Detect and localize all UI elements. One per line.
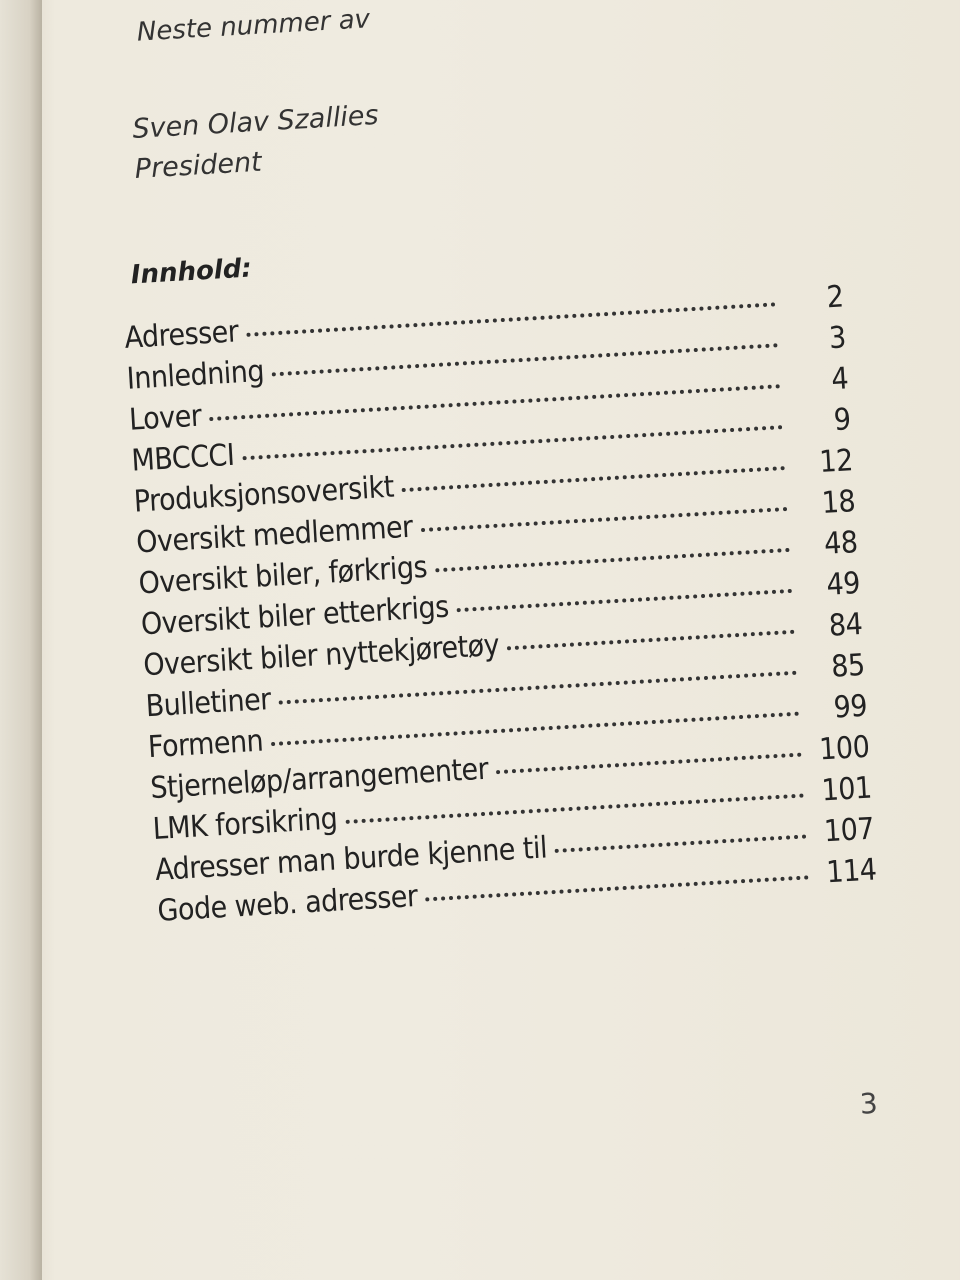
- entry-page: 107: [823, 811, 876, 850]
- dot-leader: [496, 752, 802, 775]
- entry-page: 9: [832, 402, 852, 439]
- entry-title: MBCCCI: [130, 437, 236, 479]
- adjacent-page: [0, 0, 42, 1280]
- dot-leader: [435, 547, 790, 573]
- entry-page: 85: [830, 647, 866, 685]
- entry-page: 100: [818, 729, 871, 768]
- entry-page: 12: [818, 443, 854, 481]
- entry-page: 2: [825, 279, 845, 316]
- booklet-page: Neste nummer av Sven Olav Szallies Presi…: [95, 0, 960, 1278]
- entry-title: Innledning: [125, 353, 265, 397]
- entry-page: 84: [827, 606, 864, 644]
- entry-title: Adresser: [123, 314, 240, 356]
- signature-block: Sven Olav Szallies President: [131, 96, 382, 190]
- dot-leader: [507, 629, 795, 651]
- entry-page: 101: [820, 770, 873, 809]
- toc-heading: Innhold:: [130, 253, 253, 291]
- entry-page: 18: [820, 484, 857, 521]
- page-number: 3: [858, 1086, 879, 1121]
- entry-page: 48: [823, 525, 859, 562]
- dot-leader: [401, 466, 786, 493]
- entry-title: Bulletiner: [144, 682, 272, 725]
- dot-leader: [456, 588, 793, 613]
- dot-leader: [425, 875, 809, 902]
- entry-page: 49: [825, 565, 861, 603]
- dot-leader: [420, 506, 788, 533]
- entry-page: 99: [832, 688, 868, 726]
- toc: Adresser 2 Innledning 3 Lover 4 MBCCCI 9 Produks…: [124, 279, 878, 934]
- entry-page: 3: [828, 320, 847, 357]
- entry-title: Lover: [128, 398, 203, 438]
- dot-leader: [555, 834, 807, 853]
- entry-page: 4: [830, 361, 850, 398]
- entry-page: 114: [825, 852, 878, 891]
- entry-title: Formenn: [147, 723, 265, 766]
- intro-text: Neste nummer av: [136, 4, 371, 48]
